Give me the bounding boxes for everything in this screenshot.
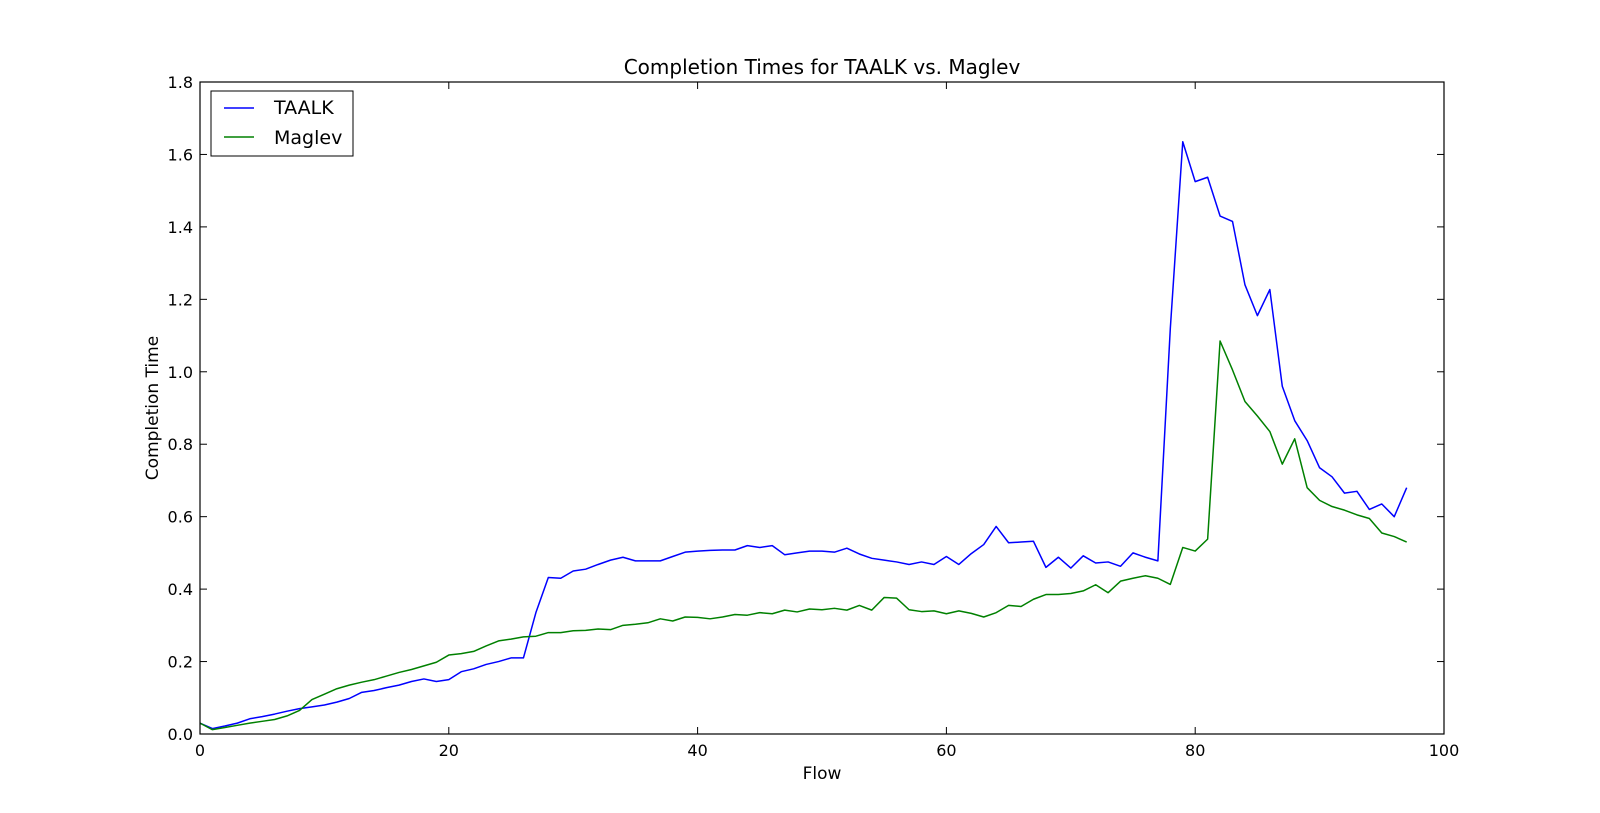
- plot-frame: [199, 81, 1445, 735]
- x-tick-label: 40: [687, 741, 707, 760]
- y-tick-label: 0.2: [168, 653, 193, 672]
- legend-box: [210, 90, 354, 157]
- legend: TAALK Maglev: [210, 90, 354, 157]
- chart-title: Completion Times for TAALK vs. Maglev: [624, 55, 1021, 79]
- axis-ticks: 0 20 40 60 80 100 0.0 0.2 0.4 0.6 0.8 1.0 1.2 1.4 1.6 1…: [168, 73, 1460, 760]
- x-tick-label: 60: [936, 741, 956, 760]
- y-tick-label: 1.6: [168, 145, 193, 164]
- y-tick-label: 1.4: [168, 218, 193, 237]
- y-tick-label: 0.6: [168, 508, 193, 527]
- y-tick-label: 1.2: [168, 290, 193, 309]
- y-tick-label: 1.8: [168, 73, 193, 92]
- x-axis-title: Flow: [803, 764, 842, 784]
- y-axis-title: Completion Time: [143, 336, 163, 480]
- x-tick-label: 80: [1185, 741, 1205, 760]
- y-tick-label: 1.0: [168, 363, 193, 382]
- y-tick-label: 0.4: [168, 580, 193, 599]
- x-tick-label: 100: [1429, 741, 1460, 760]
- plot-lines: [199, 141, 1408, 731]
- y-tick-label: 0.0: [168, 725, 193, 744]
- x-tick-label: 0: [195, 741, 205, 760]
- x-tick-label: 20: [439, 741, 459, 760]
- series-line-taalk: [199, 141, 1408, 730]
- series-line-maglev: [199, 340, 1407, 731]
- y-tick-label: 0.8: [168, 435, 193, 454]
- legend-label-taalk: TAALK: [273, 97, 334, 119]
- legend-label-maglev: Maglev: [274, 127, 342, 149]
